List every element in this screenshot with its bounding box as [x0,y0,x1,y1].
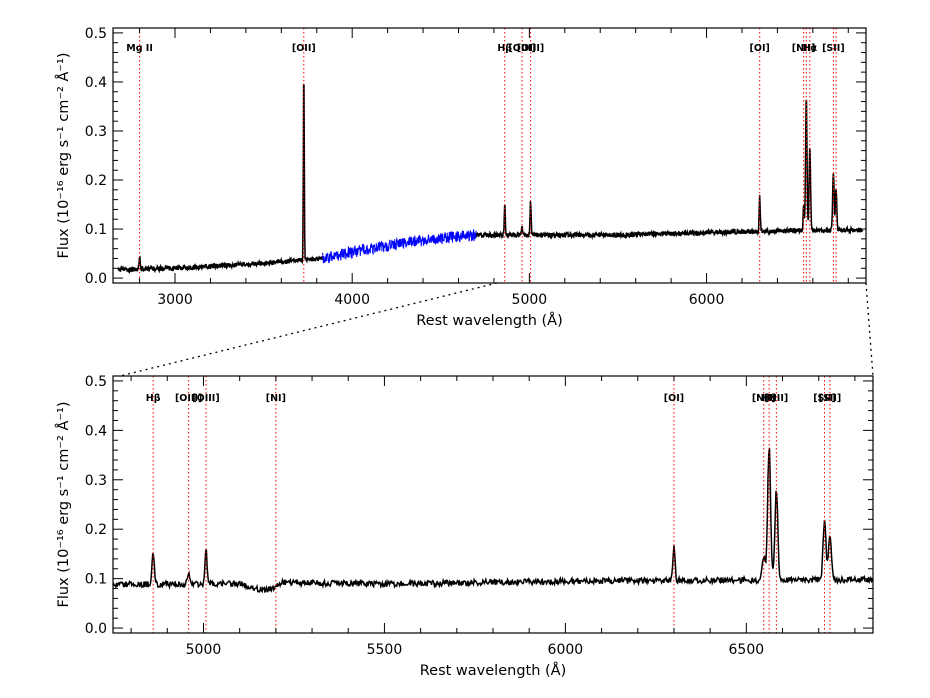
top-panel: Mg II [OII] Hβ[OIII][OIII] [OI] [NII]Hα [SII]… [55,26,867,329]
bottom-line-label-6: Hα [762,393,777,404]
top-line-label-0: Mg II [126,43,153,54]
top-axes-frame [112,27,867,284]
bottom-line-label-3: [NI] [266,393,286,404]
bottom-xtick-label-2: 6000 [548,642,584,658]
top-line-label-6: [NII] [792,43,816,54]
top-spectrum-line-1 [475,99,864,241]
top-line-label-3: [OIII] [508,43,535,54]
top-line-label-9: [SII] [822,43,845,54]
bottom-line-label-2: [OIII] [192,393,219,404]
top-line-label-2: Hβ [497,43,512,54]
top-ytick-label-1: 0.1 [85,222,107,238]
zoom-connector-right [865,282,874,377]
bottom-line-label-5: [NII] [752,393,776,404]
top-line-label-1: [OII] [292,43,316,54]
top-ytick-label-3: 0.3 [85,124,107,140]
bottom-line-label-8: [SII] [813,393,836,404]
bottom-x-axis-title: Rest wavelength (Å) [420,662,567,679]
top-line-label-8: Hα [803,43,818,54]
bottom-xtick-label-1: 5500 [367,642,403,658]
bottom-line-label-1: [OIII] [175,393,202,404]
bottom-ytick-label-0: 0.0 [85,621,107,637]
bottom-ytick-label-4: 0.4 [85,423,107,439]
top-ytick-label-5: 0.5 [85,26,107,42]
bottom-ytick-label-2: 0.2 [85,522,107,538]
top-line-label-5: [OI] [750,43,770,54]
bottom-xtick-label-3: 6500 [729,642,765,658]
bottom-line-label-7: [NII] [765,393,789,404]
bottom-ytick-label-5: 0.5 [85,374,107,390]
zoom-connectors [119,282,874,377]
bottom-ytick-label-1: 0.1 [85,572,107,588]
bottom-ytick-label-3: 0.3 [85,473,107,489]
top-ytick-label-2: 0.2 [85,173,107,189]
bottom-xtick-label-0: 5000 [186,642,222,658]
top-ytick-label-0: 0.0 [85,271,107,287]
top-xtick-label-3: 6000 [689,292,725,308]
bottom-line-label-9: [SII] [819,393,842,404]
bottom-spectrum-zoom-line-0 [112,447,874,594]
bottom-panel: Hβ [OIII][OIII] [NI] [OI] [NII]Hα[NII] [SII][… [55,374,874,679]
bottom-line-label-0: Hβ [146,393,161,404]
top-spectrum-gap-line-0 [321,229,477,264]
top-ytick-label-4: 0.4 [85,75,107,91]
top-xtick-label-1: 4000 [334,292,370,308]
top-x-axis-title: Rest wavelength (Å) [416,312,563,329]
bottom-y-axis-title: Flux (10⁻¹⁶ erg s⁻¹ cm⁻² Å⁻¹) [55,401,72,607]
top-spectrum-line-0 [117,83,323,275]
bottom-axes-frame [112,375,874,634]
top-line-label-4: [OIII] [517,43,544,54]
top-xtick-label-0: 3000 [157,292,193,308]
top-xtick-label-2: 5000 [512,292,548,308]
bottom-line-label-4: [OI] [664,393,684,404]
top-y-axis-title: Flux (10⁻¹⁶ erg s⁻¹ cm⁻² Å⁻¹) [55,52,72,258]
